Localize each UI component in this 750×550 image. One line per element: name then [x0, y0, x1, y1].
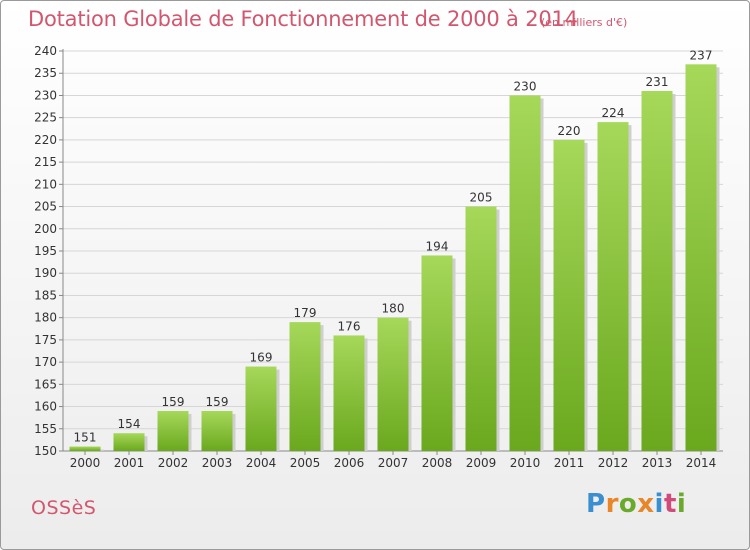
x-tick-label: 2006 — [334, 456, 365, 470]
bar-value-label: 151 — [74, 431, 97, 445]
x-tick-label: 2002 — [158, 456, 189, 470]
y-tick-label: 155 — [34, 422, 57, 436]
labels: 151 2000 154 2001 159 2002 159 2003 169 2004 179 20… — [70, 48, 717, 470]
bar — [113, 433, 145, 451]
commune-name: OSSèS — [31, 497, 97, 519]
bar — [509, 95, 541, 451]
x-tick-label: 2004 — [246, 456, 277, 470]
bar-value-label: 154 — [118, 417, 141, 431]
x-tick-label: 2003 — [202, 456, 233, 470]
bar-value-label: 179 — [294, 306, 317, 320]
bar — [377, 317, 409, 451]
x-tick-label: 2008 — [422, 456, 453, 470]
y-tick-label: 195 — [34, 244, 57, 258]
bar-value-label: 224 — [602, 106, 625, 120]
bar — [201, 411, 233, 451]
y-tick-label: 190 — [34, 266, 57, 280]
x-tick-label: 2007 — [378, 456, 409, 470]
proxiti-logo[interactable]: Proxiti — [586, 489, 686, 519]
bar — [421, 255, 453, 451]
bar — [289, 322, 321, 451]
axes: 150 155 160 165 170 175 180 185 190 195 200 205 210 2… — [34, 44, 723, 458]
y-tick-label: 220 — [34, 133, 57, 147]
bar — [69, 446, 101, 451]
bar — [685, 64, 717, 452]
logo-letter: r — [605, 489, 619, 519]
x-tick-label: 2011 — [554, 456, 585, 470]
bar-value-label: 194 — [426, 239, 449, 253]
bars — [69, 64, 720, 452]
y-tick-label: 200 — [34, 222, 57, 236]
y-tick-label: 240 — [34, 44, 57, 58]
bar-value-label: 159 — [162, 395, 185, 409]
bar-value-label: 176 — [338, 319, 361, 333]
x-tick-label: 2005 — [290, 456, 321, 470]
logo-letter: i — [676, 489, 687, 519]
x-tick-label: 2001 — [114, 456, 145, 470]
x-tick-label: 2009 — [466, 456, 497, 470]
y-tick-label: 225 — [34, 111, 57, 125]
bar — [641, 91, 673, 451]
y-tick-label: 150 — [34, 444, 57, 458]
logo-letter: x — [637, 489, 655, 519]
bar — [245, 366, 277, 451]
bar-value-label: 180 — [382, 302, 405, 316]
x-tick-label: 2014 — [686, 456, 717, 470]
logo-letter: t — [663, 489, 677, 519]
y-tick-label: 180 — [34, 311, 57, 325]
chart-unit: (en milliers d'€) — [541, 16, 628, 29]
bar — [597, 122, 629, 451]
y-tick-label: 165 — [34, 377, 57, 391]
y-tick-label: 175 — [34, 333, 57, 347]
bar-value-label: 169 — [250, 351, 273, 365]
bar-value-label: 231 — [646, 75, 669, 89]
bar — [465, 206, 497, 451]
x-tick-label: 2010 — [510, 456, 541, 470]
bar — [333, 335, 365, 451]
x-tick-label: 2012 — [598, 456, 629, 470]
y-tick-label: 230 — [34, 88, 57, 102]
y-tick-label: 210 — [34, 177, 57, 191]
logo-letter: i — [654, 489, 664, 519]
y-tick-label: 160 — [34, 400, 57, 414]
bar-value-label: 205 — [470, 191, 493, 205]
chart-title: Dotation Globale de Fonctionnement de 20… — [28, 7, 578, 31]
logo-letter: o — [618, 489, 638, 519]
y-tick-label: 235 — [34, 66, 57, 80]
y-tick-label: 185 — [34, 288, 57, 302]
logo-letter: P — [586, 489, 606, 519]
bar-value-label: 159 — [206, 395, 229, 409]
y-tick-label: 170 — [34, 355, 57, 369]
bar — [157, 411, 189, 451]
x-tick-label: 2013 — [642, 456, 673, 470]
y-tick-label: 215 — [34, 155, 57, 169]
y-tick-label: 205 — [34, 200, 57, 214]
bar-value-label: 237 — [690, 48, 713, 62]
bar — [553, 139, 585, 451]
bar-value-label: 220 — [558, 124, 581, 138]
x-tick-label: 2000 — [70, 456, 101, 470]
bar-value-label: 230 — [514, 79, 537, 93]
